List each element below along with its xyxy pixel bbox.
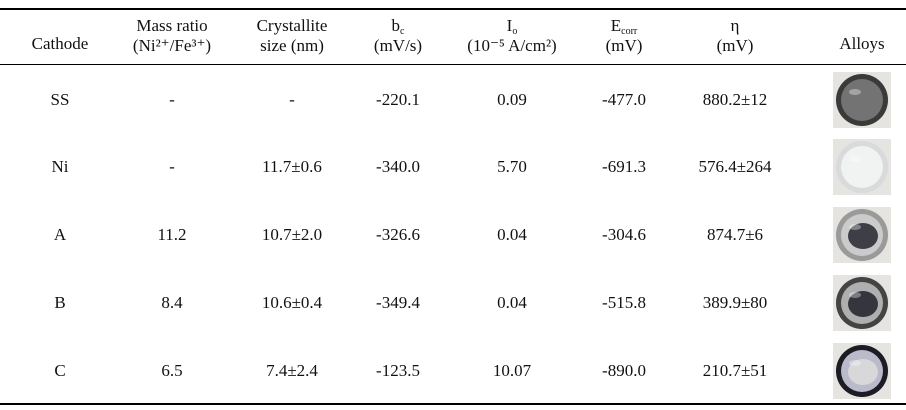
header-cell: Ecorr (mV) bbox=[606, 16, 643, 56]
header-subscript: o bbox=[512, 26, 518, 37]
header-line: η bbox=[730, 16, 740, 35]
table-cell: C bbox=[54, 361, 66, 380]
table-cell: 210.7±51 bbox=[702, 361, 768, 380]
table-cell: - bbox=[169, 157, 175, 176]
table-cell: -123.5 bbox=[376, 361, 420, 380]
table-cell: 7.4±2.4 bbox=[266, 361, 318, 380]
header-line: Crystallite bbox=[256, 16, 328, 35]
header-rule bbox=[0, 64, 906, 65]
header-symbol-line: Ecorr bbox=[606, 16, 643, 37]
table-cell: A bbox=[53, 225, 67, 244]
table-cell: Ni bbox=[51, 157, 69, 176]
header-line: Alloys bbox=[839, 34, 885, 53]
table-cell: -691.3 bbox=[602, 157, 646, 176]
header-symbol: E bbox=[610, 16, 622, 35]
header-cell: Mass ratio (Ni²⁺/Fe³⁺) bbox=[133, 16, 211, 56]
header-cell: η (mV) bbox=[717, 16, 754, 56]
table-cell: -326.6 bbox=[376, 225, 420, 244]
header-cell: Crystallite size (nm) bbox=[257, 16, 328, 56]
header-line: (mV) bbox=[716, 36, 754, 55]
header-cell: Cathode bbox=[32, 34, 89, 54]
header-line: size (nm) bbox=[260, 36, 324, 55]
table-cell: - bbox=[169, 90, 175, 109]
table-cell: -340.0 bbox=[376, 157, 420, 176]
header-cell: Alloys bbox=[839, 34, 884, 54]
table-cell: 389.9±80 bbox=[702, 293, 768, 312]
header-unit: (10⁻⁵ A/cm²) bbox=[467, 36, 557, 55]
alloy-photo bbox=[833, 275, 891, 331]
table-cell: - bbox=[289, 90, 295, 109]
table-cell: 11.2 bbox=[157, 225, 187, 244]
table-cell: -477.0 bbox=[602, 90, 646, 109]
header-line: (Ni²⁺/Fe³⁺) bbox=[132, 36, 212, 55]
table-cell: 6.5 bbox=[161, 361, 183, 380]
table-cell: 0.09 bbox=[497, 90, 527, 109]
table-cell: B bbox=[54, 293, 66, 312]
table-cell: 576.4±264 bbox=[698, 157, 772, 176]
table-cell: 880.2±12 bbox=[702, 90, 768, 109]
alloy-photo bbox=[833, 72, 891, 128]
bottom-rule bbox=[0, 403, 906, 405]
table-cell: 874.7±6 bbox=[706, 225, 764, 244]
table-cell: -349.4 bbox=[376, 293, 420, 312]
header-cell: Io (10⁻⁵ A/cm²) bbox=[467, 16, 556, 56]
header-line: Cathode bbox=[31, 34, 89, 53]
table-cell: -515.8 bbox=[602, 293, 646, 312]
table-cell: 5.70 bbox=[497, 157, 527, 176]
header-symbol-line: Io bbox=[467, 16, 556, 37]
top-rule bbox=[0, 8, 906, 10]
header-line: Mass ratio bbox=[136, 16, 208, 35]
table-cell: -304.6 bbox=[602, 225, 646, 244]
table-cell: -220.1 bbox=[376, 90, 420, 109]
table-cell: 10.07 bbox=[492, 361, 532, 380]
header-cell: bc (mV/s) bbox=[374, 16, 422, 56]
header-symbol-line: bc bbox=[374, 16, 422, 37]
header-subscript: corr bbox=[621, 26, 638, 37]
header-subscript: c bbox=[400, 26, 405, 37]
table-cell: 8.4 bbox=[161, 293, 183, 312]
table-cell: 11.7±0.6 bbox=[262, 157, 322, 176]
table-cell: 0.04 bbox=[497, 225, 527, 244]
header-symbol: I bbox=[506, 16, 513, 35]
alloy-photo bbox=[833, 207, 891, 263]
table-cell: 10.7±2.0 bbox=[261, 225, 323, 244]
table-cell: 10.6±0.4 bbox=[261, 293, 323, 312]
header-unit: (mV) bbox=[605, 36, 643, 55]
alloy-photo bbox=[833, 343, 891, 399]
table-cell: -890.0 bbox=[602, 361, 646, 380]
table-cell: SS bbox=[50, 90, 70, 109]
header-symbol: b bbox=[391, 16, 401, 35]
header-unit: (mV/s) bbox=[373, 36, 423, 55]
table-cell: 0.04 bbox=[497, 293, 527, 312]
alloy-photo bbox=[833, 139, 891, 195]
